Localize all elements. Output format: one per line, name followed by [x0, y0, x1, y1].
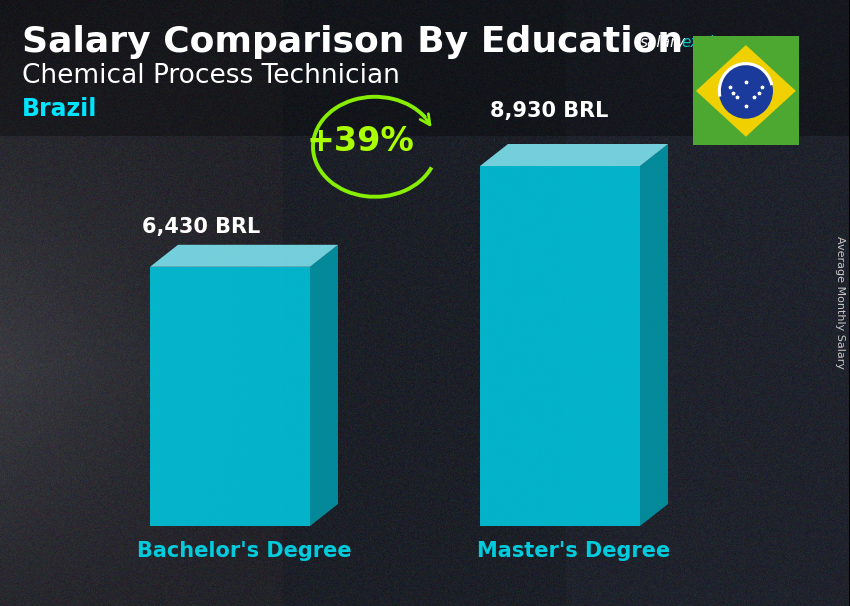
Text: Chemical Process Technician: Chemical Process Technician: [22, 63, 400, 89]
Polygon shape: [696, 45, 796, 137]
Polygon shape: [310, 245, 338, 526]
Text: explorer.com: explorer.com: [681, 35, 780, 50]
Polygon shape: [480, 144, 668, 166]
Text: 8,930 BRL: 8,930 BRL: [490, 101, 609, 121]
Text: Average Monthly Salary: Average Monthly Salary: [835, 236, 845, 370]
Polygon shape: [640, 144, 668, 526]
Text: Salary Comparison By Education: Salary Comparison By Education: [22, 25, 683, 59]
Bar: [0, 0, 850, 136]
Polygon shape: [480, 166, 640, 526]
Text: Bachelor's Degree: Bachelor's Degree: [137, 541, 351, 561]
Text: +39%: +39%: [306, 125, 414, 158]
Text: Brazil: Brazil: [22, 97, 98, 121]
Circle shape: [719, 63, 773, 119]
Polygon shape: [150, 245, 338, 267]
Polygon shape: [150, 267, 310, 526]
Text: 6,430 BRL: 6,430 BRL: [142, 217, 260, 237]
Text: Master's Degree: Master's Degree: [478, 541, 671, 561]
Text: salary: salary: [640, 35, 686, 50]
